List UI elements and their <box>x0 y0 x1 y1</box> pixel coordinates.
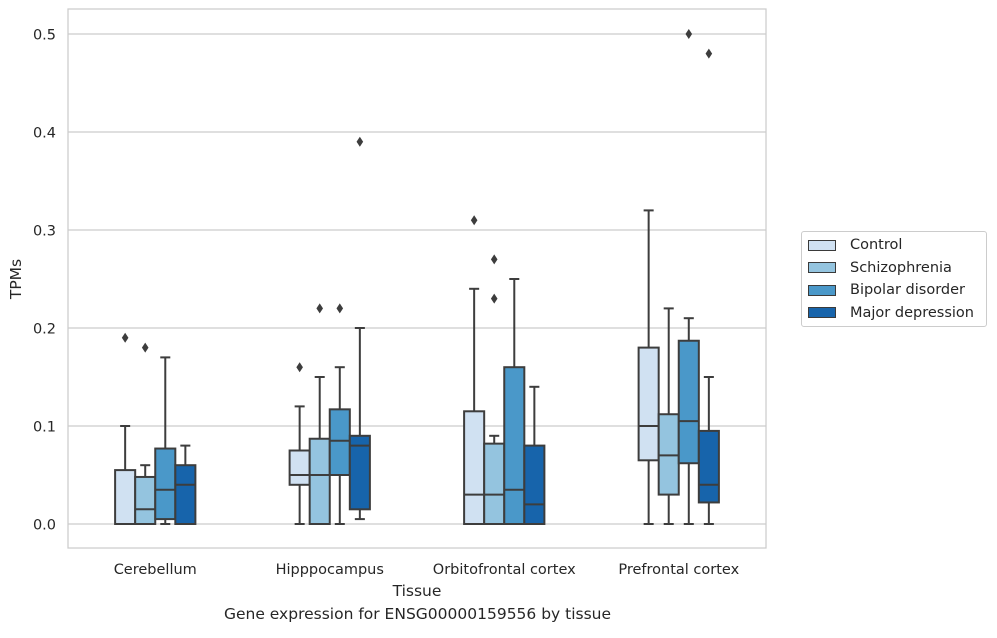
legend-item: Schizophrenia <box>808 258 952 278</box>
legend-item: Bipolar disorder <box>808 280 965 300</box>
y-tick-label: 0.0 <box>33 518 56 534</box>
y-tick-label: 0.1 <box>33 420 56 436</box>
x-tick-label: Cerebellum <box>114 562 197 578</box>
legend-item: Control <box>808 235 902 255</box>
box-body <box>483 442 506 526</box>
box-0-1 <box>134 342 157 525</box>
outlier-point <box>490 293 498 304</box>
box-body <box>523 444 546 526</box>
box-3-1 <box>657 307 680 525</box>
outlier-point <box>121 332 129 343</box>
legend-swatch <box>808 239 836 251</box>
outlier-point <box>316 303 324 314</box>
outlier-point <box>705 48 713 59</box>
box-3-2 <box>677 29 700 525</box>
x-tick-label: Orbitofrontal cortex <box>433 562 576 578</box>
legend-swatch <box>808 262 836 273</box>
x-tick-label: Hipppocampus <box>276 562 384 578</box>
legend-label: Bipolar disorder <box>850 282 965 298</box>
outlier-point <box>336 303 344 314</box>
box-2-1 <box>483 254 506 526</box>
box-body <box>174 464 197 526</box>
box-2-2 <box>503 278 526 526</box>
box-0-2 <box>154 356 177 525</box>
outlier-point <box>490 254 498 265</box>
y-tick-label: 0.2 <box>33 322 56 338</box>
legend-label: Control <box>850 237 903 253</box>
legend-swatch <box>808 307 836 318</box>
outlier-point <box>296 362 303 373</box>
box-body <box>328 408 351 476</box>
box-body <box>308 437 331 525</box>
outlier-point <box>141 342 149 353</box>
legend-label: Schizophrenia <box>850 259 952 276</box>
y-tick-label: 0.5 <box>33 28 56 44</box>
box-0-0 <box>114 332 137 526</box>
box-body <box>154 447 177 521</box>
box-body <box>677 339 700 465</box>
chart-caption: Gene expression for ENSG00000159556 by t… <box>223 605 612 623</box>
box-body <box>114 469 137 526</box>
box-1-1 <box>308 303 331 525</box>
box-3-3 <box>697 48 720 525</box>
box-body <box>637 346 660 462</box>
box-body <box>697 429 720 504</box>
outlier-point <box>356 136 364 147</box>
x-tick-labels: Cerebellum Hipppocampus Orbitofrontal cort… <box>114 562 740 578</box>
box-body <box>503 366 526 526</box>
x-axis-label: Tissue <box>392 582 442 600</box>
legend-item: Major depression <box>808 303 974 323</box>
box-1-0 <box>288 362 311 525</box>
axes-frame <box>67 8 767 549</box>
x-tick-label: Prefrontal cortex <box>618 562 739 578</box>
y-tick-labels: 0.0 0.1 0.2 0.3 0.4 0.5 <box>33 28 56 534</box>
box-body <box>288 449 311 486</box>
legend-label: Major depression <box>850 304 974 321</box>
box-body <box>348 434 371 511</box>
y-tick-label: 0.3 <box>33 224 56 240</box>
box-2-3 <box>523 385 546 526</box>
box-0-3 <box>174 444 197 526</box>
y-axis-label: TPMs <box>7 259 25 300</box>
legend: Control Schizophrenia Bipolar disorder Majo… <box>801 231 987 327</box>
outlier-point <box>685 29 693 39</box>
box-2-0 <box>463 215 486 525</box>
box-body <box>463 410 486 525</box>
box-body <box>134 475 157 525</box>
legend-swatch <box>808 284 836 296</box>
y-tick-label: 0.4 <box>33 126 56 142</box>
box-3-0 <box>637 209 660 525</box>
outlier-point <box>470 215 478 226</box>
box-1-3 <box>348 136 371 521</box>
box-groups <box>114 29 720 526</box>
box-1-2 <box>328 303 351 525</box>
